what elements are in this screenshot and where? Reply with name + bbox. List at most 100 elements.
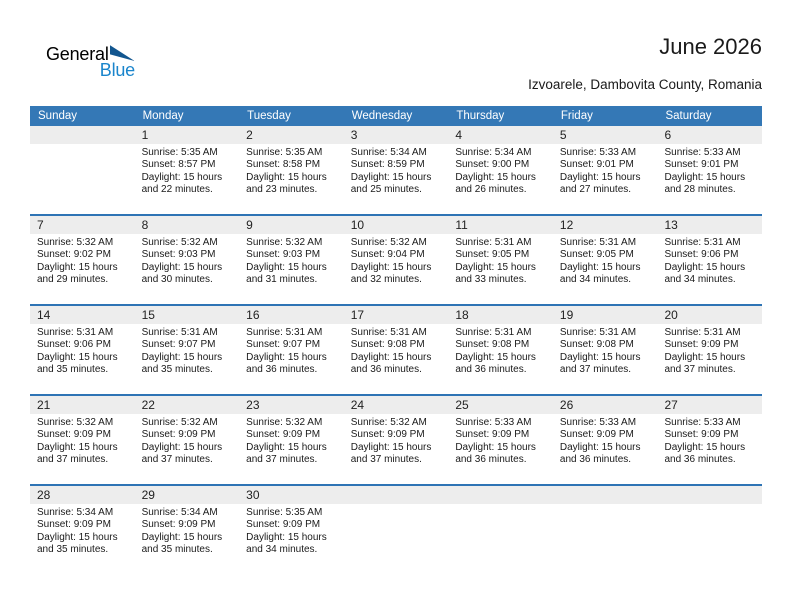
- sunrise-text: Sunrise: 5:33 AM: [559, 417, 637, 428]
- daylight-text: Daylight: 15 hours and 27 minutes.: [559, 171, 641, 196]
- weekday-header-wednesday: Wednesday: [351, 110, 413, 122]
- weekday-header-monday: Monday: [142, 110, 184, 122]
- day-number: [552, 486, 658, 504]
- day-number: 30: [239, 486, 344, 504]
- week-row-1: 1 Sunrise: 5:35 AM Sunset: 8:57 PM Dayligh…: [30, 126, 763, 214]
- sunrise-text: Sunrise: 5:31 AM: [246, 327, 323, 338]
- daylight-text: Daylight: 15 hours and 36 minutes.: [664, 441, 746, 466]
- day-number: 2: [239, 126, 344, 144]
- day-cell-empty: [343, 486, 449, 574]
- daylight-text: Daylight: 15 hours and 36 minutes.: [246, 351, 327, 376]
- day-cell: 26 Sunrise: 5:33 AM Sunset: 9:09 PM Daylig…: [552, 396, 658, 484]
- daylight-text: Daylight: 15 hours and 25 minutes.: [350, 171, 432, 196]
- day-number: 25: [448, 396, 553, 414]
- calendar-table: Sunday Monday Tuesday Wednesday Thursday…: [30, 106, 763, 574]
- day-cell-empty: [657, 486, 763, 574]
- day-number: 17: [343, 306, 449, 324]
- day-cell: 28 Sunrise: 5:34 AM Sunset: 9:09 PM Daylig…: [30, 486, 135, 574]
- day-cell: 25 Sunrise: 5:33 AM Sunset: 9:09 PM Daylig…: [448, 396, 553, 484]
- day-cell: 11 Sunrise: 5:31 AM Sunset: 9:05 PM Daylig…: [448, 216, 553, 304]
- day-cell: 3 Sunrise: 5:34 AM Sunset: 8:59 PM Dayligh…: [343, 126, 449, 214]
- daylight-text: Daylight: 15 hours and 36 minutes.: [559, 441, 641, 466]
- daylight-text: Daylight: 15 hours and 34 minutes.: [246, 531, 327, 556]
- sunset-text: Sunset: 9:01 PM: [664, 159, 739, 171]
- day-cell: 15 Sunrise: 5:31 AM Sunset: 9:07 PM Daylig…: [134, 306, 240, 394]
- sunset-text: Sunset: 9:09 PM: [455, 429, 530, 441]
- day-number: 11: [448, 216, 553, 234]
- day-number: 9: [239, 216, 344, 234]
- daylight-text: Daylight: 15 hours and 35 minutes.: [37, 351, 118, 376]
- sunrise-text: Sunrise: 5:32 AM: [350, 417, 427, 428]
- weekday-header-saturday: Saturday: [665, 110, 712, 122]
- daylight-text: Daylight: 15 hours and 37 minutes.: [559, 351, 641, 376]
- sunset-text: Sunset: 9:09 PM: [664, 429, 739, 441]
- sunset-text: Sunset: 8:57 PM: [141, 159, 216, 171]
- day-cell: 20 Sunrise: 5:31 AM Sunset: 9:09 PM Daylig…: [657, 306, 763, 394]
- daylight-text: Daylight: 15 hours and 33 minutes.: [455, 261, 536, 286]
- daylight-text: Daylight: 15 hours and 22 minutes.: [141, 171, 223, 196]
- day-number: 1: [134, 126, 240, 144]
- day-number: 20: [657, 306, 763, 324]
- sunrise-text: Sunrise: 5:32 AM: [37, 237, 114, 248]
- sunrise-text: Sunrise: 5:33 AM: [559, 147, 637, 158]
- daylight-text: Daylight: 15 hours and 35 minutes.: [141, 531, 223, 556]
- sunrise-text: Sunrise: 5:32 AM: [37, 417, 114, 428]
- day-number: 14: [30, 306, 135, 324]
- sunset-text: Sunset: 9:07 PM: [246, 339, 321, 351]
- week-row-3: 14 Sunrise: 5:31 AM Sunset: 9:06 PM Daylig…: [30, 304, 763, 394]
- sunset-text: Sunset: 9:09 PM: [37, 429, 111, 441]
- sunrise-text: Sunrise: 5:31 AM: [559, 237, 637, 248]
- sunset-text: Sunset: 8:58 PM: [246, 159, 321, 171]
- sunset-text: Sunset: 9:05 PM: [559, 249, 634, 261]
- sunrise-text: Sunrise: 5:34 AM: [350, 147, 427, 158]
- daylight-text: Daylight: 15 hours and 23 minutes.: [246, 171, 327, 196]
- sunset-text: Sunset: 9:09 PM: [559, 429, 634, 441]
- weekday-header-sunday: Sunday: [38, 110, 78, 122]
- day-cell: 9 Sunrise: 5:32 AM Sunset: 9:03 PM Dayligh…: [239, 216, 344, 304]
- day-cell: 29 Sunrise: 5:34 AM Sunset: 9:09 PM Daylig…: [134, 486, 240, 574]
- day-cell: 24 Sunrise: 5:32 AM Sunset: 9:09 PM Daylig…: [343, 396, 449, 484]
- daylight-text: Daylight: 15 hours and 37 minutes.: [246, 441, 327, 466]
- sunset-text: Sunset: 9:05 PM: [455, 249, 530, 261]
- day-number: 7: [30, 216, 135, 234]
- weekday-header-friday: Friday: [560, 110, 593, 122]
- day-cell: 10 Sunrise: 5:32 AM Sunset: 9:04 PM Daylig…: [343, 216, 449, 304]
- day-number: 10: [343, 216, 449, 234]
- day-number: 3: [343, 126, 449, 144]
- sunrise-text: Sunrise: 5:32 AM: [141, 417, 218, 428]
- sunset-text: Sunset: 9:03 PM: [141, 249, 216, 261]
- day-cell: 19 Sunrise: 5:31 AM Sunset: 9:08 PM Daylig…: [552, 306, 658, 394]
- daylight-text: Daylight: 15 hours and 30 minutes.: [141, 261, 223, 286]
- day-cell: 14 Sunrise: 5:31 AM Sunset: 9:06 PM Daylig…: [30, 306, 135, 394]
- week-row-2: 7 Sunrise: 5:32 AM Sunset: 9:02 PM Dayligh…: [30, 214, 763, 304]
- day-number: [343, 486, 449, 504]
- weekday-header-thursday: Thursday: [456, 110, 505, 122]
- day-cell: 5 Sunrise: 5:33 AM Sunset: 9:01 PM Dayligh…: [552, 126, 658, 214]
- day-cell: 4 Sunrise: 5:34 AM Sunset: 9:00 PM Dayligh…: [448, 126, 553, 214]
- daylight-text: Daylight: 15 hours and 37 minutes.: [664, 351, 746, 376]
- day-cell: 30 Sunrise: 5:35 AM Sunset: 9:09 PM Daylig…: [239, 486, 344, 574]
- daylight-text: Daylight: 15 hours and 28 minutes.: [664, 171, 746, 196]
- sunrise-text: Sunrise: 5:35 AM: [141, 147, 218, 158]
- day-cell: 16 Sunrise: 5:31 AM Sunset: 9:07 PM Daylig…: [239, 306, 344, 394]
- day-number: 4: [448, 126, 553, 144]
- calendar-location: Izvoarele, Dambovita County, Romania: [528, 77, 762, 92]
- day-cell: 8 Sunrise: 5:32 AM Sunset: 9:03 PM Dayligh…: [134, 216, 240, 304]
- sunrise-text: Sunrise: 5:31 AM: [455, 237, 532, 248]
- sunset-text: Sunset: 9:08 PM: [559, 339, 634, 351]
- daylight-text: Daylight: 15 hours and 34 minutes.: [559, 261, 641, 286]
- sunrise-text: Sunrise: 5:33 AM: [455, 417, 532, 428]
- day-number: [448, 486, 553, 504]
- day-cell: 7 Sunrise: 5:32 AM Sunset: 9:02 PM Dayligh…: [30, 216, 135, 304]
- sunset-text: Sunset: 9:00 PM: [455, 159, 530, 171]
- weekday-header-row: Sunday Monday Tuesday Wednesday Thursday…: [30, 106, 762, 126]
- daylight-text: Daylight: 15 hours and 36 minutes.: [455, 351, 536, 376]
- daylight-text: Daylight: 15 hours and 37 minutes.: [350, 441, 432, 466]
- daylight-text: Daylight: 15 hours and 26 minutes.: [455, 171, 536, 196]
- sunrise-text: Sunrise: 5:31 AM: [664, 327, 741, 338]
- sunset-text: Sunset: 9:03 PM: [246, 249, 321, 261]
- sunset-text: Sunset: 9:04 PM: [350, 249, 425, 261]
- sunrise-text: Sunrise: 5:31 AM: [141, 327, 218, 338]
- sunrise-text: Sunrise: 5:32 AM: [246, 417, 323, 428]
- day-number: 29: [134, 486, 240, 504]
